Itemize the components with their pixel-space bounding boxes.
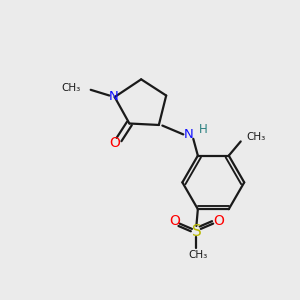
Text: S: S [191, 224, 201, 239]
Text: N: N [109, 90, 119, 103]
Text: O: O [213, 214, 224, 228]
Text: CH₃: CH₃ [188, 250, 208, 260]
Text: O: O [109, 136, 120, 150]
Text: O: O [169, 214, 180, 228]
Text: N: N [183, 128, 193, 141]
Text: CH₃: CH₃ [247, 132, 266, 142]
Text: CH₃: CH₃ [61, 83, 80, 93]
Text: H: H [199, 124, 207, 136]
